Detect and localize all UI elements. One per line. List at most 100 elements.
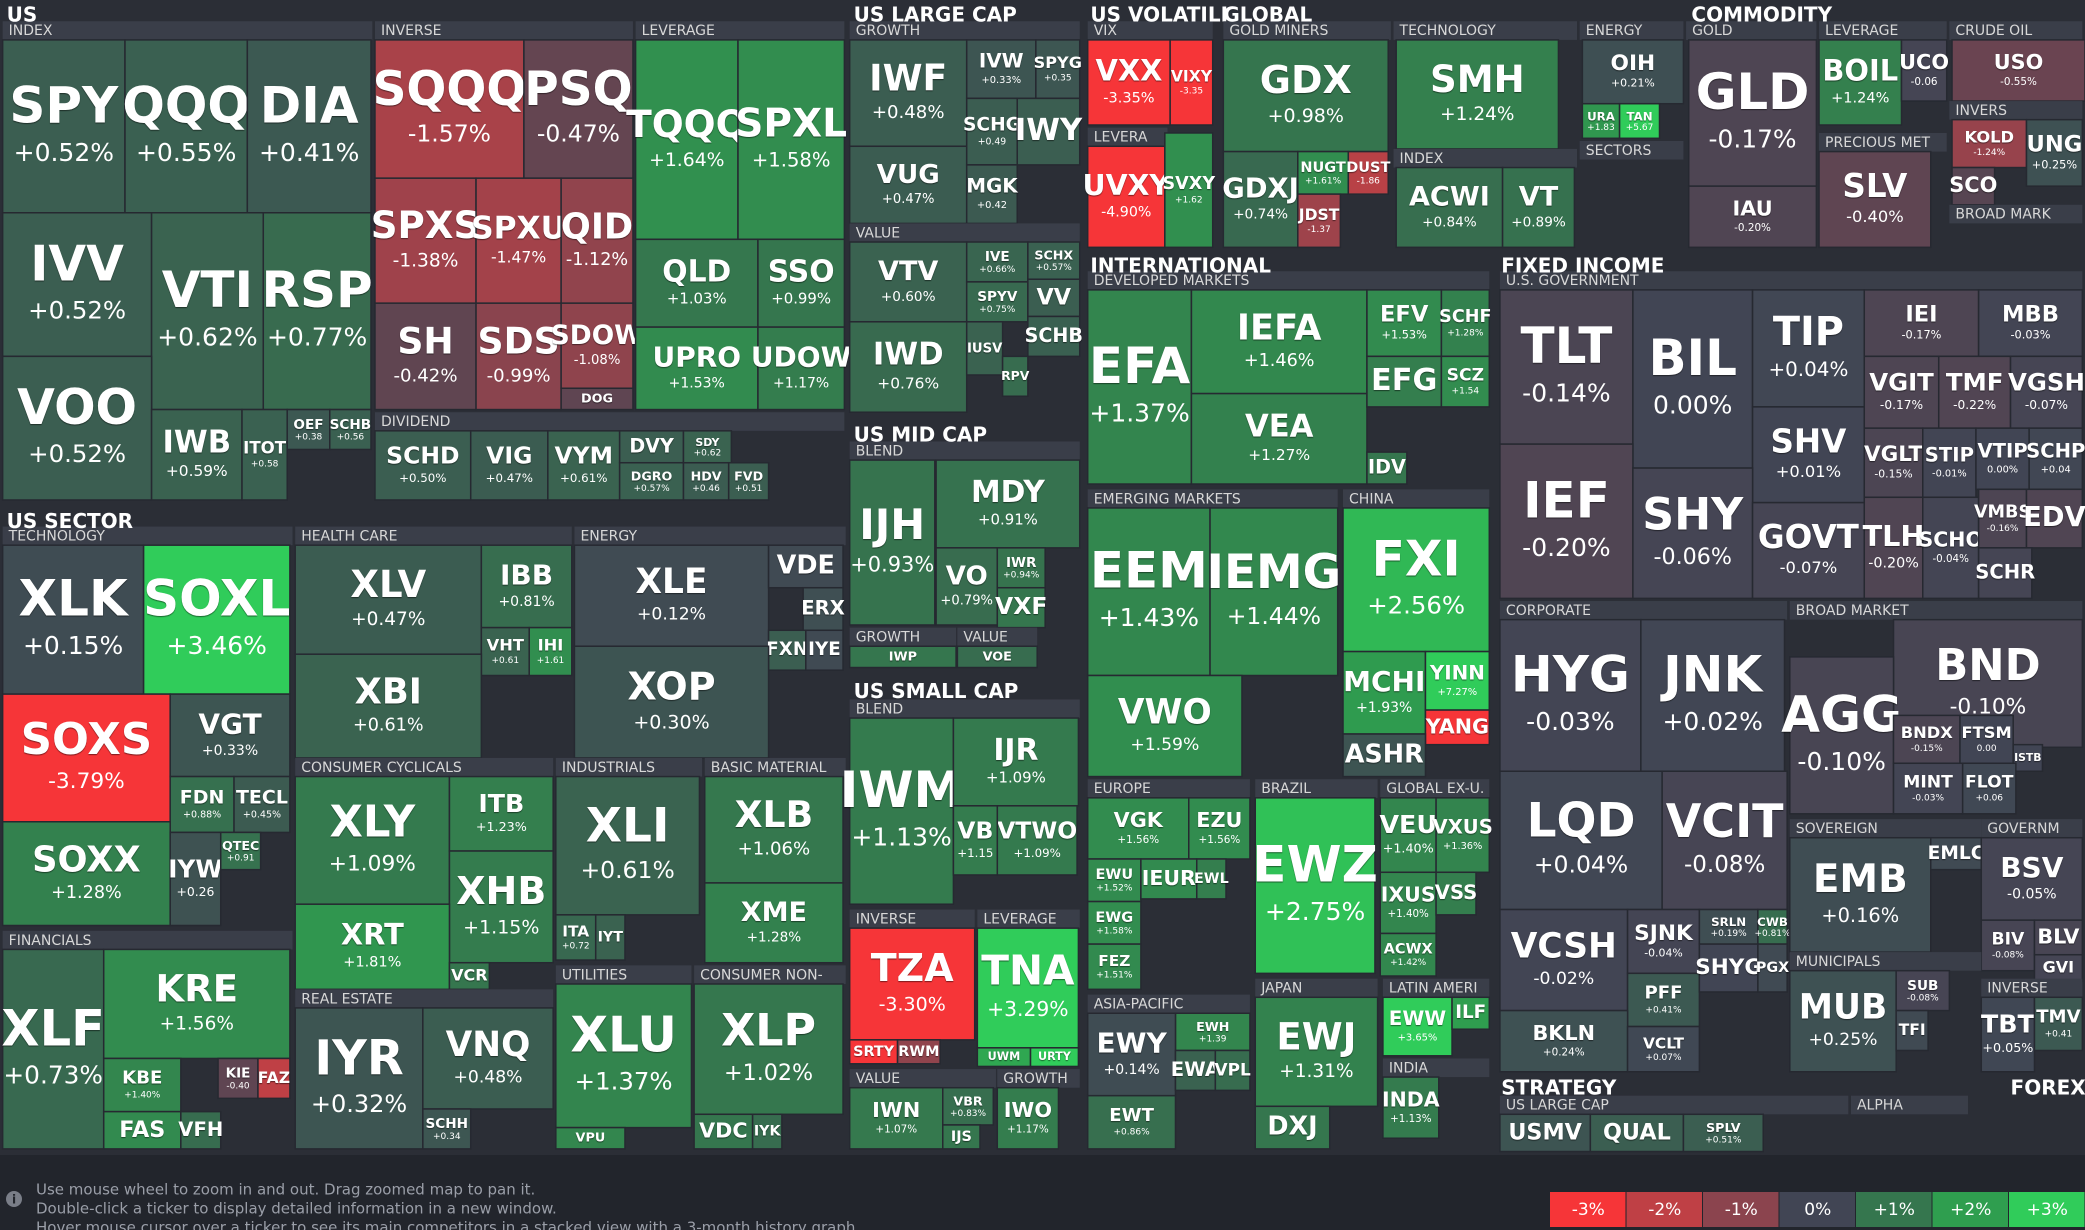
ticker-tile[interactable] bbox=[573, 645, 770, 759]
ticker-tile[interactable] bbox=[233, 775, 291, 834]
ticker-tile[interactable] bbox=[1086, 858, 1142, 903]
ticker-tile[interactable] bbox=[1789, 969, 1897, 1073]
ticker-tile[interactable] bbox=[374, 39, 525, 179]
ticker-tile[interactable] bbox=[1977, 488, 2028, 549]
ticker-tile[interactable] bbox=[1086, 289, 1193, 485]
ticker-tile[interactable] bbox=[848, 717, 955, 905]
ticker-tile[interactable] bbox=[560, 387, 634, 411]
ticker-tile[interactable] bbox=[1863, 355, 1940, 429]
ticker-tile[interactable] bbox=[1029, 1047, 1080, 1068]
ticker-tile[interactable] bbox=[374, 302, 477, 411]
ticker-tile[interactable] bbox=[996, 805, 1078, 876]
ticker-tile[interactable] bbox=[1222, 150, 1299, 249]
ticker-tile[interactable] bbox=[560, 302, 634, 390]
ticker-tile[interactable] bbox=[1366, 355, 1443, 408]
ticker-tile[interactable] bbox=[1751, 501, 1866, 600]
ticker-tile[interactable] bbox=[1164, 132, 1214, 249]
ticker-tile[interactable] bbox=[1342, 650, 1427, 735]
ticker-tile[interactable] bbox=[169, 693, 291, 778]
ticker-tile[interactable] bbox=[1975, 427, 2030, 491]
ticker-tile[interactable] bbox=[1209, 507, 1339, 677]
ticker-tile[interactable] bbox=[1632, 467, 1754, 600]
ticker-tile[interactable] bbox=[1501, 166, 1576, 249]
ticker-tile[interactable] bbox=[150, 408, 243, 501]
ticker-tile[interactable] bbox=[848, 39, 968, 148]
ticker-tile[interactable] bbox=[757, 326, 846, 411]
ticker-tile[interactable] bbox=[1435, 797, 1491, 874]
ticker-tile[interactable] bbox=[1342, 507, 1491, 653]
ticker-tile[interactable] bbox=[1086, 674, 1243, 778]
ticker-tile[interactable] bbox=[1086, 943, 1142, 991]
ticker-tile[interactable] bbox=[1977, 547, 2033, 600]
ticker-tile[interactable] bbox=[448, 961, 491, 991]
ticker-tile[interactable] bbox=[2033, 953, 2084, 983]
ticker-tile[interactable] bbox=[1347, 150, 1389, 195]
ticker-tile[interactable] bbox=[102, 1057, 182, 1113]
ticker-tile[interactable] bbox=[965, 281, 1029, 323]
ticker-tile[interactable] bbox=[896, 1039, 941, 1065]
ticker-tile[interactable] bbox=[1027, 241, 1081, 280]
ticker-tile[interactable] bbox=[1254, 1105, 1331, 1150]
ticker-tile[interactable] bbox=[1254, 996, 1379, 1108]
ticker-tile[interactable] bbox=[1395, 39, 1560, 150]
ticker-tile[interactable] bbox=[1195, 858, 1227, 900]
ticker-tile[interactable] bbox=[150, 212, 265, 411]
ticker-tile[interactable] bbox=[169, 831, 222, 927]
ticker-tile[interactable] bbox=[634, 238, 759, 328]
ticker-tile[interactable] bbox=[1687, 185, 1818, 249]
ticker-tile[interactable] bbox=[1687, 39, 1818, 187]
ticker-tile[interactable] bbox=[1818, 39, 1903, 126]
ticker-tile[interactable] bbox=[1626, 908, 1701, 975]
ticker-tile[interactable] bbox=[1086, 145, 1166, 249]
ticker-tile[interactable] bbox=[2009, 355, 2084, 429]
ticker-tile[interactable] bbox=[294, 653, 483, 759]
ticker-tile[interactable] bbox=[1174, 1049, 1217, 1092]
ticker-tile[interactable] bbox=[848, 927, 976, 1041]
ticker-tile[interactable] bbox=[1951, 118, 2028, 169]
ticker-tile[interactable] bbox=[1424, 709, 1491, 746]
ticker-tile[interactable] bbox=[219, 831, 262, 871]
ticker-tile[interactable] bbox=[448, 775, 554, 852]
ticker-tile[interactable] bbox=[1190, 392, 1368, 485]
ticker-tile[interactable] bbox=[1698, 943, 1759, 993]
ticker-tile[interactable] bbox=[751, 1113, 783, 1150]
ticker-tile[interactable] bbox=[1980, 919, 2036, 972]
ticker-tile[interactable] bbox=[2025, 488, 2084, 549]
ticker-tile[interactable] bbox=[952, 805, 999, 876]
ticker-tile[interactable] bbox=[469, 430, 549, 501]
ticker-tile[interactable] bbox=[1451, 996, 1491, 1030]
ticker-tile[interactable] bbox=[1086, 900, 1142, 945]
ticker-tile[interactable] bbox=[1499, 770, 1663, 911]
ticker-tile[interactable] bbox=[1895, 1009, 1929, 1052]
ticker-tile[interactable] bbox=[1618, 102, 1661, 140]
ticker-tile[interactable] bbox=[1435, 871, 1477, 916]
ticker-tile[interactable] bbox=[594, 914, 626, 961]
ticker-tile[interactable] bbox=[1581, 39, 1685, 105]
ticker-tile[interactable] bbox=[1086, 507, 1211, 677]
ticker-tile[interactable] bbox=[996, 1086, 1060, 1150]
ticker-tile[interactable] bbox=[329, 408, 372, 451]
ticker-tile[interactable] bbox=[942, 1124, 981, 1150]
ticker-tile[interactable] bbox=[737, 39, 846, 241]
ticker-tile[interactable] bbox=[1640, 618, 1786, 772]
ticker-tile[interactable] bbox=[294, 544, 483, 655]
ticker-tile[interactable] bbox=[1169, 39, 1214, 126]
ticker-tile[interactable] bbox=[1035, 39, 1081, 100]
ticker-tile[interactable] bbox=[374, 177, 477, 304]
ticker-tile[interactable] bbox=[2033, 996, 2084, 1052]
ticker-tile[interactable] bbox=[848, 645, 957, 669]
ticker-tile[interactable] bbox=[1757, 943, 1788, 993]
ticker-tile[interactable] bbox=[682, 430, 733, 464]
ticker-tile[interactable] bbox=[1892, 762, 1964, 815]
ticker-tile[interactable] bbox=[1895, 969, 1951, 1012]
ticker-tile[interactable] bbox=[996, 547, 1046, 589]
ticker-tile[interactable] bbox=[1626, 1025, 1701, 1073]
ticker-tile[interactable] bbox=[1379, 932, 1437, 977]
ticker-tile[interactable] bbox=[2025, 118, 2084, 187]
ticker-tile[interactable] bbox=[142, 544, 291, 695]
ticker-tile[interactable] bbox=[848, 459, 936, 626]
ticker-tile[interactable] bbox=[547, 430, 621, 501]
ticker-tile[interactable] bbox=[1379, 871, 1437, 935]
ticker-tile[interactable] bbox=[294, 1007, 424, 1150]
ticker-tile[interactable] bbox=[422, 1108, 472, 1150]
